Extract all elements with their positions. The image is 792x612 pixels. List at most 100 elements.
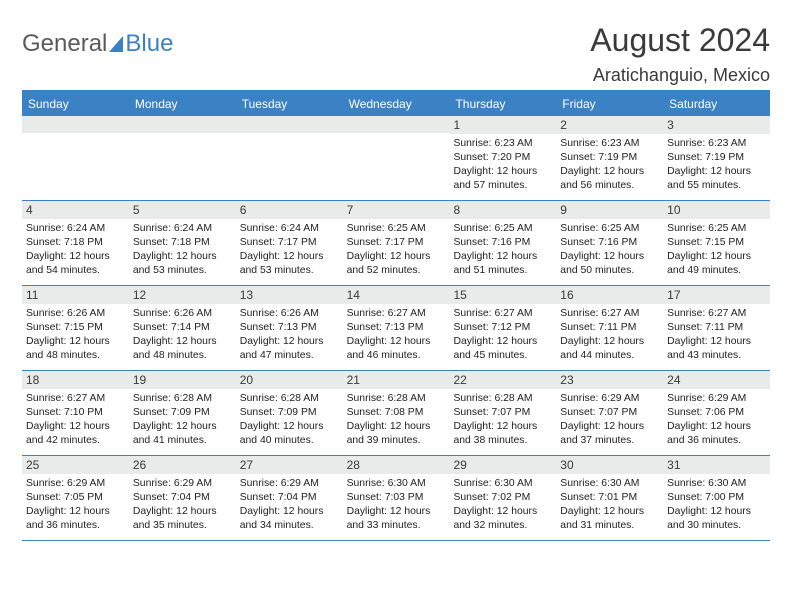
daylight-text: Daylight: 12 hours and 43 minutes. — [667, 335, 766, 363]
day-number: 31 — [663, 456, 770, 474]
day-cell: 18Sunrise: 6:27 AMSunset: 7:10 PMDayligh… — [22, 371, 129, 455]
day-cell: 10Sunrise: 6:25 AMSunset: 7:15 PMDayligh… — [663, 201, 770, 285]
week-row: 18Sunrise: 6:27 AMSunset: 7:10 PMDayligh… — [22, 371, 770, 456]
sunrise-text: Sunrise: 6:30 AM — [453, 477, 552, 491]
daylight-text: Daylight: 12 hours and 57 minutes. — [453, 165, 552, 193]
day-number: 13 — [236, 286, 343, 304]
day-cell: 4Sunrise: 6:24 AMSunset: 7:18 PMDaylight… — [22, 201, 129, 285]
day-number: 14 — [343, 286, 450, 304]
day-body: Sunrise: 6:25 AMSunset: 7:15 PMDaylight:… — [663, 219, 770, 282]
day-number — [343, 116, 450, 133]
sunset-text: Sunset: 7:19 PM — [560, 151, 659, 165]
day-body: Sunrise: 6:26 AMSunset: 7:15 PMDaylight:… — [22, 304, 129, 367]
day-cell: 3Sunrise: 6:23 AMSunset: 7:19 PMDaylight… — [663, 116, 770, 200]
day-number: 22 — [449, 371, 556, 389]
sunset-text: Sunset: 7:08 PM — [347, 406, 446, 420]
day-cell: 24Sunrise: 6:29 AMSunset: 7:06 PMDayligh… — [663, 371, 770, 455]
daylight-text: Daylight: 12 hours and 45 minutes. — [453, 335, 552, 363]
week-row: 25Sunrise: 6:29 AMSunset: 7:05 PMDayligh… — [22, 456, 770, 541]
day-cell: 30Sunrise: 6:30 AMSunset: 7:01 PMDayligh… — [556, 456, 663, 540]
day-body: Sunrise: 6:27 AMSunset: 7:12 PMDaylight:… — [449, 304, 556, 367]
daylight-text: Daylight: 12 hours and 35 minutes. — [133, 505, 232, 533]
sunrise-text: Sunrise: 6:24 AM — [240, 222, 339, 236]
day-body: Sunrise: 6:29 AMSunset: 7:06 PMDaylight:… — [663, 389, 770, 452]
day-body: Sunrise: 6:24 AMSunset: 7:18 PMDaylight:… — [22, 219, 129, 282]
sunset-text: Sunset: 7:09 PM — [133, 406, 232, 420]
weekday-header: Sunday — [22, 92, 129, 116]
day-cell: 13Sunrise: 6:26 AMSunset: 7:13 PMDayligh… — [236, 286, 343, 370]
daylight-text: Daylight: 12 hours and 53 minutes. — [240, 250, 339, 278]
daylight-text: Daylight: 12 hours and 47 minutes. — [240, 335, 339, 363]
sunrise-text: Sunrise: 6:25 AM — [667, 222, 766, 236]
day-cell: 15Sunrise: 6:27 AMSunset: 7:12 PMDayligh… — [449, 286, 556, 370]
sunrise-text: Sunrise: 6:28 AM — [240, 392, 339, 406]
sunset-text: Sunset: 7:15 PM — [26, 321, 125, 335]
month-title: August 2024 — [590, 22, 770, 59]
day-body: Sunrise: 6:29 AMSunset: 7:05 PMDaylight:… — [22, 474, 129, 537]
day-number: 29 — [449, 456, 556, 474]
day-body: Sunrise: 6:26 AMSunset: 7:13 PMDaylight:… — [236, 304, 343, 367]
day-number: 30 — [556, 456, 663, 474]
sunset-text: Sunset: 7:04 PM — [240, 491, 339, 505]
day-cell: 25Sunrise: 6:29 AMSunset: 7:05 PMDayligh… — [22, 456, 129, 540]
sunrise-text: Sunrise: 6:23 AM — [667, 137, 766, 151]
day-body — [129, 133, 236, 140]
daylight-text: Daylight: 12 hours and 53 minutes. — [133, 250, 232, 278]
sunset-text: Sunset: 7:15 PM — [667, 236, 766, 250]
daylight-text: Daylight: 12 hours and 41 minutes. — [133, 420, 232, 448]
day-cell — [129, 116, 236, 200]
week-row: 4Sunrise: 6:24 AMSunset: 7:18 PMDaylight… — [22, 201, 770, 286]
sunrise-text: Sunrise: 6:30 AM — [347, 477, 446, 491]
day-number: 28 — [343, 456, 450, 474]
day-body: Sunrise: 6:25 AMSunset: 7:16 PMDaylight:… — [556, 219, 663, 282]
day-body: Sunrise: 6:29 AMSunset: 7:07 PMDaylight:… — [556, 389, 663, 452]
logo-text-right: Blue — [125, 30, 173, 58]
day-number: 15 — [449, 286, 556, 304]
day-number — [129, 116, 236, 133]
sunrise-text: Sunrise: 6:23 AM — [560, 137, 659, 151]
day-body — [22, 133, 129, 140]
day-number — [22, 116, 129, 133]
sunrise-text: Sunrise: 6:30 AM — [667, 477, 766, 491]
sunrise-text: Sunrise: 6:24 AM — [26, 222, 125, 236]
day-body: Sunrise: 6:25 AMSunset: 7:17 PMDaylight:… — [343, 219, 450, 282]
day-cell: 17Sunrise: 6:27 AMSunset: 7:11 PMDayligh… — [663, 286, 770, 370]
day-cell: 11Sunrise: 6:26 AMSunset: 7:15 PMDayligh… — [22, 286, 129, 370]
day-number: 6 — [236, 201, 343, 219]
weekday-header-row: Sunday Monday Tuesday Wednesday Thursday… — [22, 92, 770, 116]
logo-triangle-icon — [109, 36, 123, 52]
sunset-text: Sunset: 7:18 PM — [26, 236, 125, 250]
daylight-text: Daylight: 12 hours and 48 minutes. — [26, 335, 125, 363]
day-body: Sunrise: 6:30 AMSunset: 7:00 PMDaylight:… — [663, 474, 770, 537]
sunset-text: Sunset: 7:14 PM — [133, 321, 232, 335]
sunrise-text: Sunrise: 6:23 AM — [453, 137, 552, 151]
sunset-text: Sunset: 7:11 PM — [667, 321, 766, 335]
day-number: 27 — [236, 456, 343, 474]
daylight-text: Daylight: 12 hours and 40 minutes. — [240, 420, 339, 448]
day-number: 5 — [129, 201, 236, 219]
day-cell: 27Sunrise: 6:29 AMSunset: 7:04 PMDayligh… — [236, 456, 343, 540]
day-number: 25 — [22, 456, 129, 474]
daylight-text: Daylight: 12 hours and 34 minutes. — [240, 505, 339, 533]
sunset-text: Sunset: 7:13 PM — [240, 321, 339, 335]
daylight-text: Daylight: 12 hours and 30 minutes. — [667, 505, 766, 533]
sunset-text: Sunset: 7:17 PM — [347, 236, 446, 250]
sunrise-text: Sunrise: 6:27 AM — [560, 307, 659, 321]
sunset-text: Sunset: 7:02 PM — [453, 491, 552, 505]
sunrise-text: Sunrise: 6:28 AM — [453, 392, 552, 406]
day-number — [236, 116, 343, 133]
day-cell — [343, 116, 450, 200]
sunset-text: Sunset: 7:06 PM — [667, 406, 766, 420]
day-cell: 12Sunrise: 6:26 AMSunset: 7:14 PMDayligh… — [129, 286, 236, 370]
daylight-text: Daylight: 12 hours and 46 minutes. — [347, 335, 446, 363]
sunset-text: Sunset: 7:03 PM — [347, 491, 446, 505]
day-body: Sunrise: 6:30 AMSunset: 7:02 PMDaylight:… — [449, 474, 556, 537]
day-body: Sunrise: 6:28 AMSunset: 7:08 PMDaylight:… — [343, 389, 450, 452]
sunrise-text: Sunrise: 6:29 AM — [667, 392, 766, 406]
daylight-text: Daylight: 12 hours and 39 minutes. — [347, 420, 446, 448]
day-cell: 22Sunrise: 6:28 AMSunset: 7:07 PMDayligh… — [449, 371, 556, 455]
sunrise-text: Sunrise: 6:29 AM — [133, 477, 232, 491]
day-body: Sunrise: 6:27 AMSunset: 7:13 PMDaylight:… — [343, 304, 450, 367]
day-body: Sunrise: 6:24 AMSunset: 7:17 PMDaylight:… — [236, 219, 343, 282]
sunset-text: Sunset: 7:16 PM — [560, 236, 659, 250]
